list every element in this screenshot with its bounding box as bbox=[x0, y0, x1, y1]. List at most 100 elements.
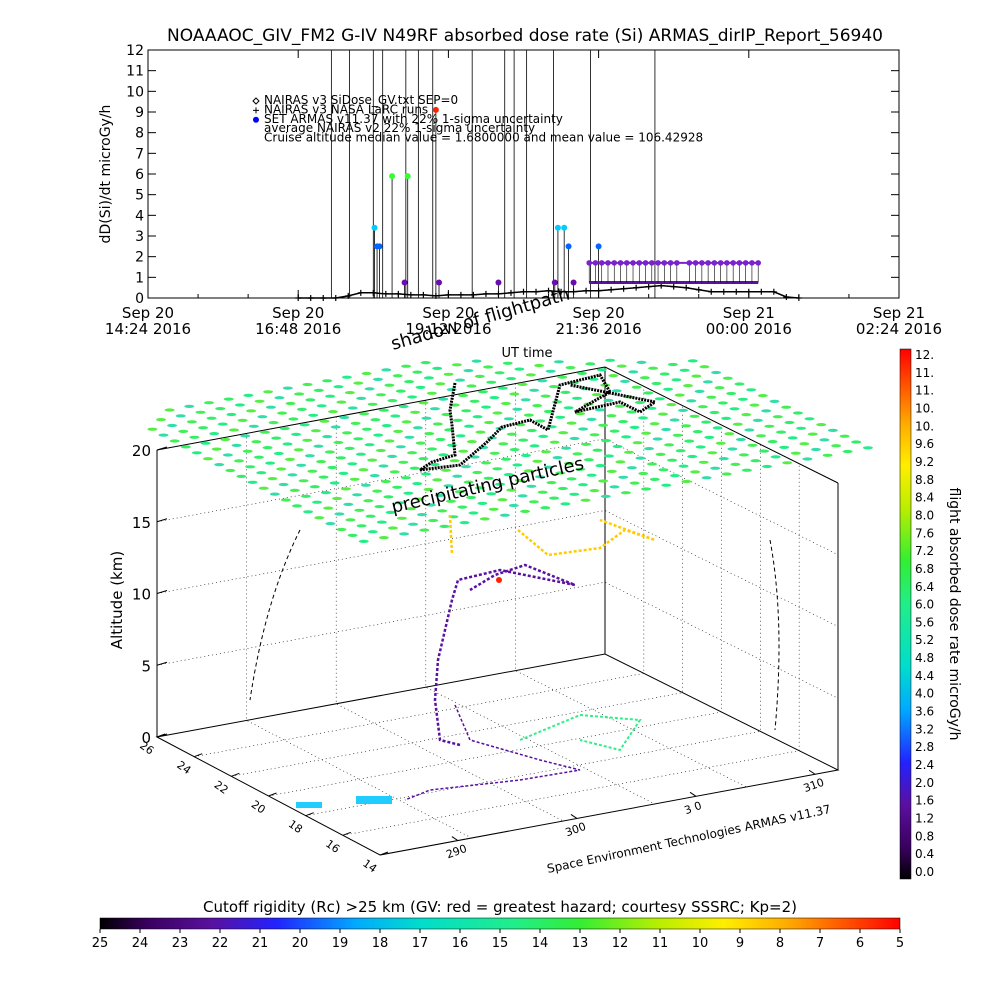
particle-marker bbox=[387, 399, 398, 403]
particle-marker bbox=[658, 468, 669, 472]
particle-marker bbox=[285, 457, 295, 461]
particle-marker bbox=[376, 393, 386, 397]
particle-marker bbox=[666, 403, 677, 407]
particle-marker bbox=[299, 423, 310, 427]
armas-band-point bbox=[736, 260, 743, 266]
dose-rate-tick-label: 4.0 bbox=[915, 687, 934, 701]
particle-marker bbox=[483, 476, 494, 480]
nairas-plus-point bbox=[320, 295, 327, 301]
particle-marker bbox=[316, 460, 327, 464]
particle-marker bbox=[180, 445, 191, 449]
particle-marker bbox=[392, 485, 403, 489]
dose-rate-tick-label: 0.8 bbox=[915, 829, 934, 843]
particle-marker bbox=[378, 536, 389, 540]
particle-marker bbox=[464, 424, 475, 428]
particle-marker bbox=[451, 363, 462, 367]
particle-marker bbox=[560, 390, 571, 394]
particle-marker bbox=[336, 400, 347, 404]
particle-marker bbox=[310, 429, 321, 433]
particle-marker bbox=[489, 396, 500, 400]
particle-marker bbox=[424, 432, 435, 436]
armas-point bbox=[495, 279, 502, 286]
particle-marker bbox=[419, 528, 430, 532]
particle-marker bbox=[353, 437, 364, 441]
particle-marker bbox=[555, 415, 566, 419]
particle-marker bbox=[548, 385, 559, 389]
particle-marker bbox=[225, 468, 236, 473]
particle-marker bbox=[532, 459, 543, 463]
particle-marker bbox=[624, 450, 634, 454]
particle-marker bbox=[329, 481, 340, 485]
latitude-tick-mark bbox=[193, 753, 203, 758]
particle-marker bbox=[229, 428, 239, 432]
particle-marker bbox=[472, 415, 483, 419]
particle-marker bbox=[810, 447, 821, 452]
nairas-plus-point bbox=[583, 287, 590, 294]
flight-path-top-projection bbox=[419, 373, 659, 472]
particle-marker bbox=[535, 475, 546, 479]
rigidity-tick-label: 6 bbox=[856, 936, 864, 951]
particle-marker bbox=[776, 430, 787, 434]
latitude-tick-label: 16 bbox=[323, 837, 342, 856]
particle-marker bbox=[500, 401, 511, 406]
surface-marker bbox=[356, 796, 392, 804]
nairas-plus-point bbox=[620, 285, 627, 292]
particle-marker bbox=[282, 442, 293, 446]
particle-marker bbox=[701, 476, 712, 480]
particle-marker bbox=[412, 370, 423, 374]
particle-marker bbox=[401, 364, 411, 368]
armas-band-point bbox=[674, 260, 680, 266]
particle-marker bbox=[147, 427, 158, 431]
armas-band-point bbox=[717, 260, 724, 266]
dose-rate-tick-label: 9.2 bbox=[915, 455, 934, 469]
particle-marker bbox=[585, 362, 596, 366]
particle-marker bbox=[381, 424, 392, 428]
max-dose-point bbox=[496, 577, 502, 583]
dose-rate-colorbar-gradient bbox=[899, 348, 912, 880]
dose-rate-time-series: dD(Si)/dt microGy/h UT time 012345678910… bbox=[98, 43, 942, 361]
particle-marker bbox=[441, 468, 451, 472]
precipitating-particle-layer bbox=[147, 358, 873, 544]
particle-marker bbox=[506, 377, 517, 381]
particle-marker bbox=[839, 434, 850, 438]
rigidity-tick-label: 8 bbox=[776, 936, 784, 951]
particle-marker bbox=[215, 407, 226, 411]
armas-band-point bbox=[605, 260, 611, 266]
flight-path-3d bbox=[249, 373, 780, 808]
particle-marker bbox=[712, 426, 723, 430]
particle-marker bbox=[373, 433, 384, 437]
particle-marker bbox=[770, 455, 781, 459]
particle-marker bbox=[683, 384, 693, 388]
particle-marker bbox=[614, 404, 625, 408]
particle-marker bbox=[356, 396, 367, 400]
particle-marker bbox=[546, 481, 557, 485]
particle-marker bbox=[277, 411, 288, 415]
altitude-tick-mark bbox=[156, 518, 168, 523]
armas-point bbox=[554, 224, 561, 231]
particle-marker bbox=[443, 484, 454, 488]
particle-marker bbox=[577, 371, 587, 375]
particle-marker bbox=[589, 489, 600, 493]
particle-marker bbox=[246, 409, 257, 413]
particle-marker bbox=[540, 506, 551, 510]
particle-marker bbox=[378, 464, 389, 468]
particle-marker bbox=[596, 368, 607, 372]
nairas-plus-point bbox=[795, 295, 802, 301]
particle-marker bbox=[242, 449, 253, 453]
longitude-tick-label: 290 bbox=[444, 842, 468, 861]
particle-marker bbox=[214, 463, 225, 467]
particle-marker bbox=[330, 425, 341, 429]
latitude-tick-label: 22 bbox=[212, 778, 231, 797]
particle-marker bbox=[367, 402, 378, 406]
armas-band-point bbox=[730, 260, 736, 266]
dose-rate-tick-label: 7.6 bbox=[915, 526, 934, 540]
particle-marker bbox=[336, 527, 347, 532]
particle-marker bbox=[591, 393, 602, 397]
particle-marker bbox=[651, 381, 662, 386]
particle-marker bbox=[446, 499, 456, 503]
longitude-tick-label: 3 0 bbox=[683, 799, 704, 817]
rigidity-tick-label: 5 bbox=[896, 936, 904, 951]
particle-marker bbox=[641, 487, 652, 491]
latitude-tick-mark bbox=[268, 792, 277, 797]
